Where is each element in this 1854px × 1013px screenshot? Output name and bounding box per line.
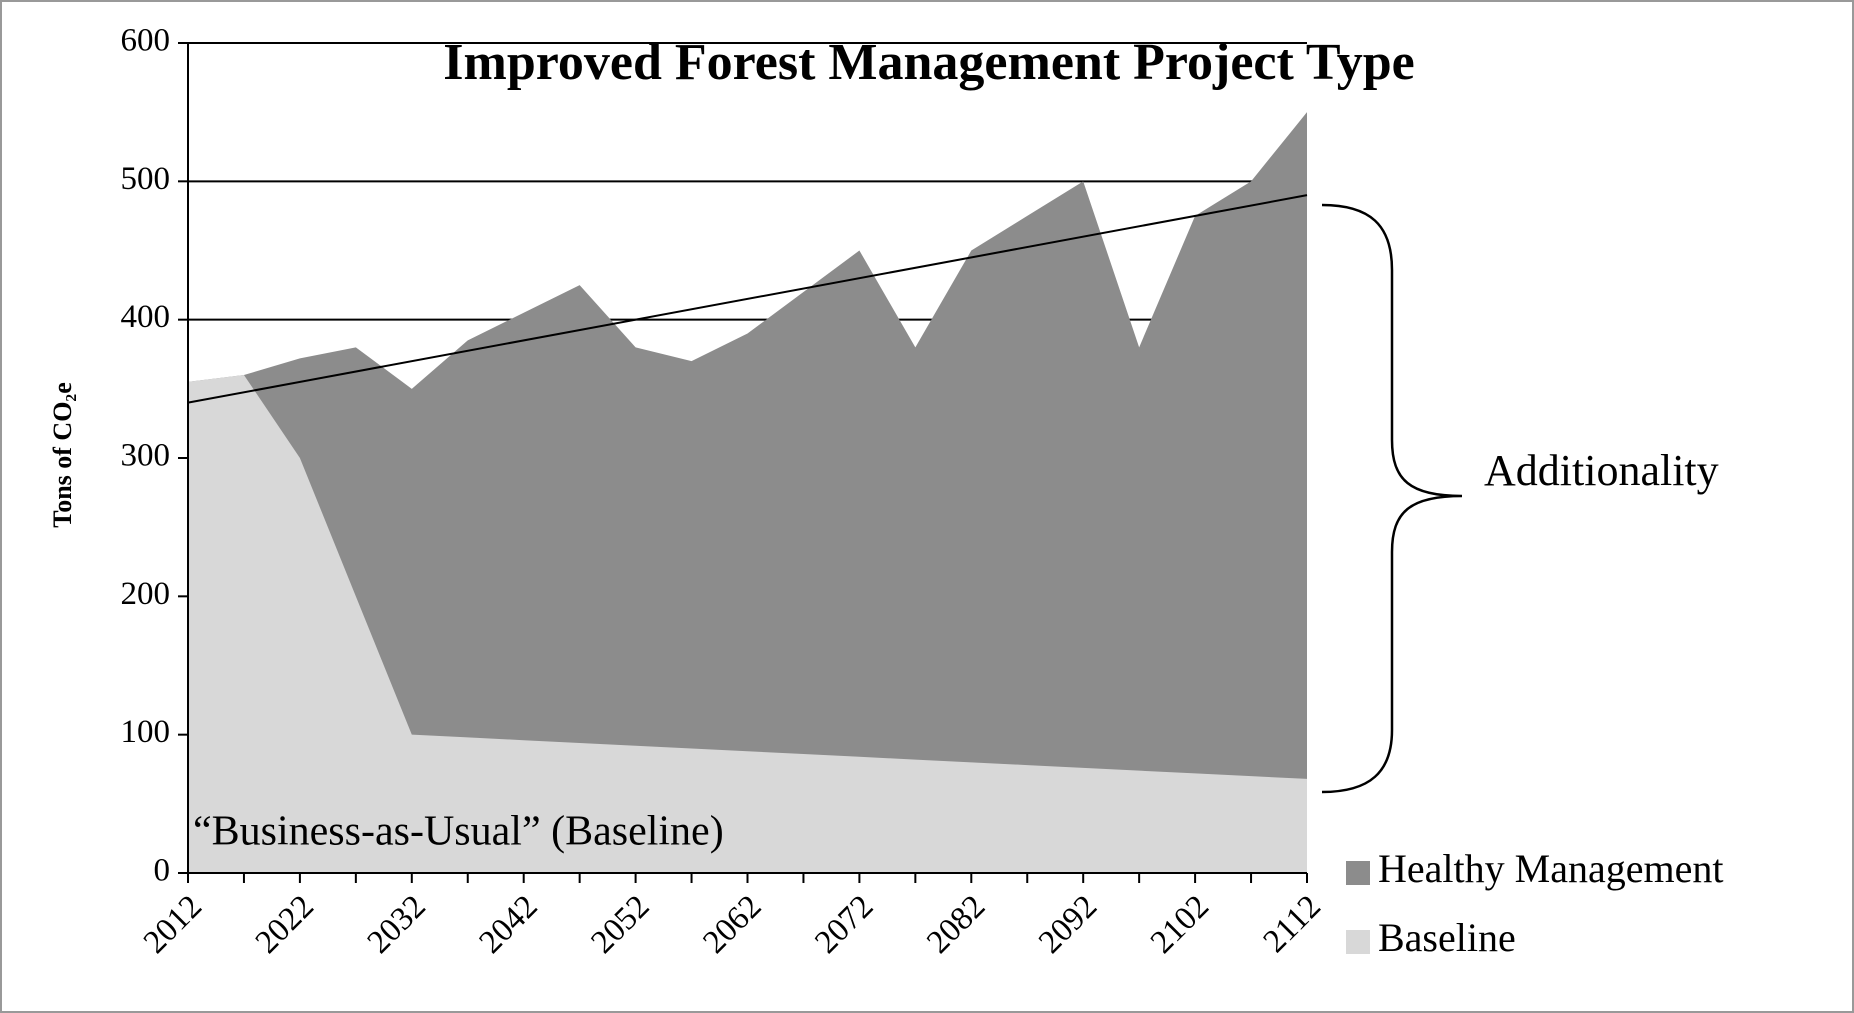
legend-swatch [1346, 861, 1370, 885]
y-tick-label: 500 [121, 161, 171, 197]
x-tick-label: 2022 [249, 889, 321, 961]
trend-line [187, 194, 1308, 404]
y-tick-label: 100 [121, 714, 171, 750]
chart-title: Improved Forest Management Project Type [443, 34, 1414, 91]
x-tick-label: 2012 [137, 889, 209, 961]
annotation: Additionality [1484, 446, 1719, 495]
legend-label: Baseline [1378, 915, 1516, 960]
annotation: “Business-as-Usual” (Baseline) [193, 809, 724, 855]
x-tick-label: 2092 [1032, 889, 1104, 961]
x-tick-label: 2052 [584, 889, 656, 961]
x-tick-label: 2032 [361, 889, 433, 961]
legend-swatch [1346, 930, 1370, 954]
area [188, 375, 1307, 873]
y-tick-label: 0 [154, 853, 171, 889]
area [188, 112, 1307, 873]
x-tick-label: 2102 [1144, 889, 1216, 961]
x-tick-label: 2042 [473, 889, 545, 961]
x-tick-label: 2062 [696, 889, 768, 961]
y-tick-label: 400 [121, 299, 171, 335]
y-tick-label: 300 [121, 438, 171, 474]
x-tick-label: 2082 [920, 889, 992, 961]
y-tick-label: 200 [121, 576, 171, 612]
y-axis-label: Tons of CO₂e [48, 382, 77, 528]
brace [1321, 203, 1463, 794]
y-tick-label: 600 [121, 23, 171, 59]
x-tick-label: 2072 [808, 889, 880, 961]
x-tick-label: 2112 [1257, 889, 1328, 960]
legend-label: Healthy Management [1378, 846, 1723, 891]
